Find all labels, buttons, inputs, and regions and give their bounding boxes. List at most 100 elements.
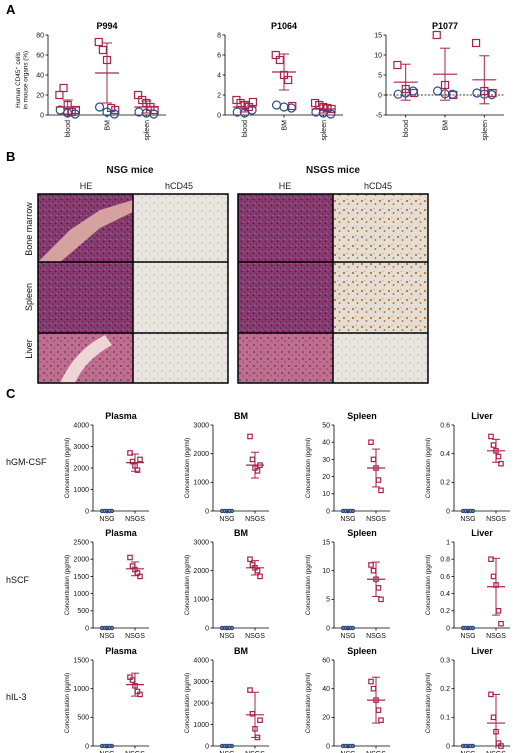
y-tick-label: 2500 — [73, 539, 89, 546]
y-tick-label: 0 — [205, 743, 209, 750]
x-tick-label: blood — [403, 120, 410, 137]
panel-a-ylabel: Human CD45⁺ cellsin mouse organs (%) — [15, 51, 30, 109]
data-point — [460, 625, 466, 631]
data-point — [378, 596, 384, 603]
data-point — [463, 625, 468, 631]
y-tick-label: 4 — [217, 72, 221, 79]
x-tick-label: blood — [65, 120, 72, 137]
data-point — [109, 508, 115, 514]
data-point — [275, 55, 284, 65]
chart-bm: BM 0 1000 2000 3000 4000 NSG NSGS Concentration … — [184, 646, 269, 753]
data-point — [127, 450, 133, 456]
y-tick-label: 3000 — [73, 444, 89, 451]
x-tick-label: NSGS — [125, 516, 145, 523]
data-point — [55, 90, 64, 100]
data-point — [219, 743, 225, 749]
x-tick-label: NSG — [99, 751, 114, 753]
data-point — [219, 508, 225, 514]
y-tick-label: 15 — [322, 539, 330, 546]
chart-plasma: Plasma 0 500 1000 1500 2000 2500 NSG NSGS Concent… — [64, 528, 149, 640]
data-point — [368, 562, 374, 568]
x-tick-label: NSG — [340, 751, 355, 753]
panel-letter-a: A — [6, 2, 16, 17]
y-tick-label: 0 — [40, 112, 44, 119]
data-point — [378, 487, 384, 494]
data-point — [227, 743, 232, 749]
vessel — [60, 335, 112, 383]
data-point — [222, 743, 227, 749]
x-tick-label: BM — [443, 120, 450, 131]
plot-title: Spleen — [347, 528, 377, 538]
plot-title: Liver — [471, 411, 493, 421]
plot-title: Liver — [471, 528, 493, 538]
data-point — [370, 567, 377, 574]
y-tick-label: 1000 — [193, 597, 209, 604]
data-point — [370, 685, 377, 692]
data-point — [247, 556, 253, 563]
data-point — [393, 89, 403, 99]
y-tick-label: 2000 — [73, 465, 89, 472]
x-tick-label: NSGS — [486, 516, 506, 523]
data-point — [219, 625, 225, 631]
y-tick-label: 0.2 — [440, 480, 450, 487]
chart-bm: BM 0 1000 2000 3000 NSG NSGS Concentration (pg/… — [184, 528, 269, 640]
histology-nsgs-spleen-hcd45 — [333, 262, 428, 333]
data-point — [107, 508, 112, 514]
data-point — [370, 456, 377, 463]
y-tick-label: 15 — [374, 32, 382, 39]
panel-letter-c: C — [6, 386, 16, 401]
svg-text:Liver: Liver — [24, 339, 34, 359]
y-axis-label: Concentration (pg/ml) — [305, 673, 312, 734]
data-point — [471, 38, 481, 48]
data-point — [375, 707, 382, 713]
y-tick-label: 40 — [322, 440, 330, 447]
y-tick-label: 50 — [322, 422, 330, 429]
data-point — [229, 625, 235, 631]
data-point — [271, 50, 280, 60]
data-point — [408, 86, 418, 96]
plot-title: Plasma — [105, 411, 138, 421]
y-tick-label: 0.4 — [440, 591, 450, 598]
y-tick-label: 2000 — [193, 700, 209, 707]
x-tick-label: NSGS — [486, 633, 506, 640]
data-point — [94, 37, 103, 47]
bone-fragment — [38, 200, 133, 262]
data-point — [465, 508, 471, 514]
data-point — [350, 508, 356, 514]
chart-spleen: Spleen 0 10 20 30 40 50 NSG NSGS Concentration (p… — [305, 411, 390, 523]
y-tick-label: 1000 — [73, 487, 89, 494]
data-point — [345, 743, 351, 749]
panel-letter-b: B — [6, 149, 15, 164]
y-tick-label: 0 — [85, 743, 89, 750]
chart-liver: Liver 0 0.2 0.4 0.6 0.8 1 NSG NSGS Concentration … — [425, 528, 510, 640]
plot-title: Plasma — [105, 528, 138, 538]
y-axis-label: Concentration (pg/ml) — [184, 555, 191, 616]
plot-title: BM — [234, 411, 248, 421]
chart-liver: Liver 0 0.2 0.4 0.6 NSG NSGS Concentration (pg/… — [425, 411, 510, 523]
data-point — [229, 508, 235, 514]
data-point — [432, 30, 441, 40]
data-point — [472, 88, 482, 98]
plot-title: P994 — [96, 21, 117, 31]
data-point — [340, 508, 346, 514]
data-point — [488, 556, 494, 563]
histology-panel: NSG mice NSGS mice HE hCD45 HE hCD45 Bon… — [24, 165, 429, 384]
y-tick-label: 0 — [446, 625, 450, 632]
data-point — [340, 743, 346, 749]
data-point — [257, 573, 263, 580]
data-point — [490, 442, 497, 448]
data-point — [488, 88, 497, 98]
data-point — [104, 625, 110, 631]
data-point — [345, 508, 351, 514]
svg-text:Spleen: Spleen — [24, 283, 34, 311]
row-label-liver: Liver — [24, 339, 34, 359]
data-point — [343, 508, 348, 514]
y-tick-label: 0 — [326, 508, 330, 515]
x-tick-label: NSGS — [486, 751, 506, 753]
data-point — [348, 743, 353, 749]
y-tick-label: 40 — [322, 686, 330, 693]
histology-nsg-bm-hcd45 — [133, 194, 228, 262]
data-point — [470, 625, 476, 631]
plot-title: Liver — [471, 646, 493, 656]
stain-header-he-nsgs: HE — [279, 181, 292, 191]
